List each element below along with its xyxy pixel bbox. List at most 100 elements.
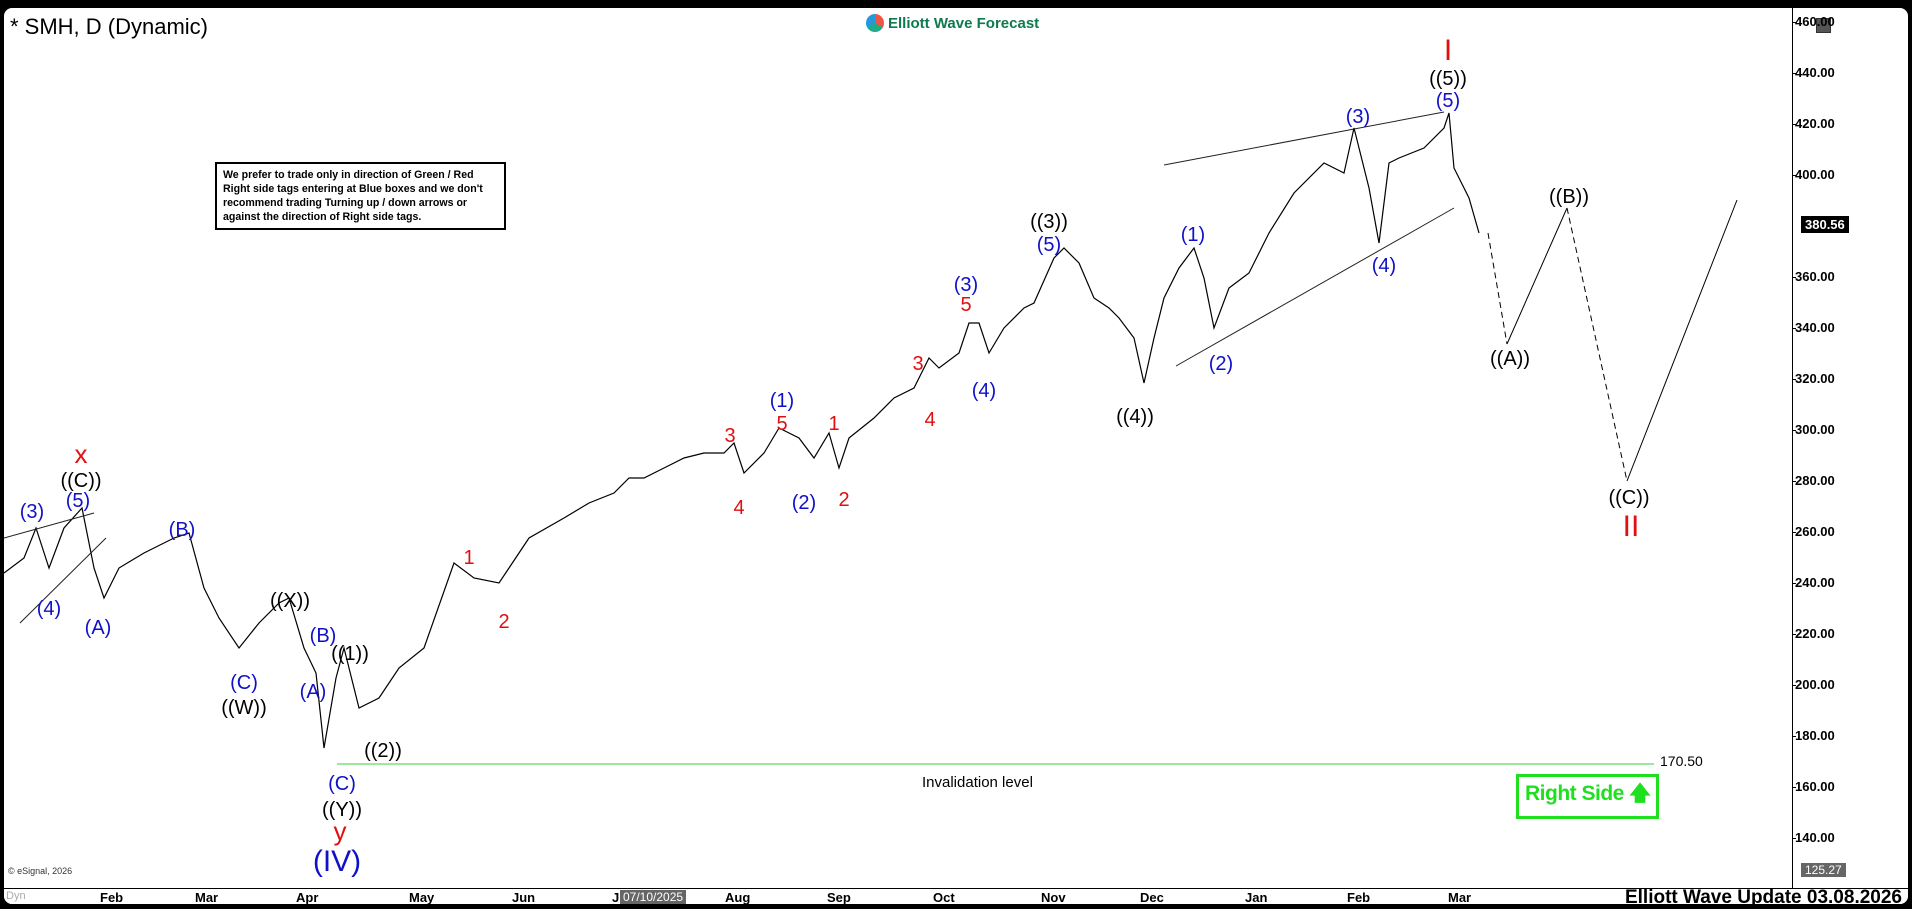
y-tick: 360.00 [1792, 269, 1835, 284]
y-tick: 140.00 [1792, 830, 1835, 845]
price-series [4, 112, 1480, 749]
svg-text:(5): (5) [1436, 90, 1460, 112]
x-tick: Sep [827, 890, 851, 904]
y-tick: 340.00 [1792, 320, 1835, 335]
svg-text:II: II [1623, 510, 1640, 543]
wedge-upper-line [1163, 111, 1445, 166]
svg-text:((2)): ((2)) [364, 740, 402, 762]
svg-text:2: 2 [498, 611, 509, 633]
svg-text:(2): (2) [792, 492, 816, 514]
brand-name: Elliott Wave Forecast [888, 14, 1040, 32]
x-axis[interactable]: Dyn Feb Mar Apr May Jun J 07/10/2025 Aug… [4, 887, 1908, 904]
svg-text:((B)): ((B)) [1549, 186, 1589, 208]
x-tick: Jan [1245, 890, 1268, 904]
svg-text:1: 1 [828, 413, 839, 435]
svg-text:y: y [334, 816, 347, 846]
y-tick: 180.00 [1792, 728, 1835, 743]
svg-text:x: x [75, 439, 88, 469]
svg-text:(5): (5) [1037, 234, 1061, 256]
svg-text:(3): (3) [954, 274, 978, 296]
chart-title: * SMH, D (Dynamic) [10, 14, 209, 39]
svg-text:((5)): ((5)) [1429, 68, 1467, 90]
y-tick: 280.00 [1792, 473, 1835, 488]
last-price-tag: 380.56 [1801, 216, 1849, 233]
svg-text:(4): (4) [1372, 255, 1396, 277]
x-tick: Mar [195, 890, 219, 904]
plot-area[interactable]: * SMH, D (Dynamic) Elliott Wave Forecast… [4, 8, 1793, 888]
projection-dashed-c [1566, 207, 1628, 482]
y-tick: 260.00 [1792, 524, 1835, 539]
svg-text:(A): (A) [85, 617, 112, 639]
x-tick: J [612, 890, 620, 904]
x-tick: Feb [1347, 890, 1371, 904]
svg-text:(IV): (IV) [313, 845, 361, 878]
update-label: Elliott Wave Update 03.08.2026 [1624, 887, 1902, 904]
svg-text:(B): (B) [169, 519, 196, 541]
cursor-date: 07/10/2025 [620, 890, 687, 904]
x-tick: Feb [100, 890, 124, 904]
copyright: © eSignal, 2026 [8, 866, 73, 876]
svg-text:((1)): ((1)) [331, 643, 369, 665]
chart-window: * SMH, D (Dynamic) Elliott Wave Forecast… [4, 8, 1908, 904]
svg-text:((A)): ((A)) [1490, 348, 1530, 370]
left-wedge-lower [19, 537, 107, 624]
x-tick: Mar [1448, 890, 1472, 904]
y-tick: 320.00 [1792, 371, 1835, 386]
svg-text:((X)): ((X)) [270, 590, 310, 612]
x-tick: Oct [933, 890, 955, 904]
left-wedge-upper [4, 512, 95, 539]
projection-dashed-a [1487, 232, 1508, 345]
restore-window-icon[interactable] [1816, 18, 1831, 33]
y-tick: 240.00 [1792, 575, 1835, 590]
y-tick: 460.00 [1792, 14, 1835, 29]
svg-text:I: I [1444, 34, 1452, 67]
svg-text:((C)): ((C)) [60, 470, 101, 492]
svg-text:((C)): ((C)) [1608, 487, 1649, 509]
right-side-label: Right Side [1525, 782, 1624, 805]
dyn-toggle[interactable]: Dyn [6, 890, 26, 902]
svg-text:(C): (C) [328, 773, 356, 795]
svg-text:(A): (A) [300, 681, 327, 703]
svg-text:4: 4 [924, 409, 935, 431]
x-tick: Aug [725, 890, 751, 904]
price-chart-svg: x ((C)) (5) (3) (4) (A) (B) (C) ((W)) ((… [4, 34, 1738, 878]
svg-text:(5): (5) [66, 490, 90, 512]
projection-up [1626, 199, 1738, 482]
svg-text:4: 4 [733, 497, 744, 519]
y-tick: 300.00 [1792, 422, 1835, 437]
y-tick: 420.00 [1792, 116, 1835, 131]
y-tick: 400.00 [1792, 167, 1835, 182]
right-side-tag: Right Side 🡅 [1516, 774, 1660, 819]
brand-logo: Elliott Wave Forecast [866, 14, 1039, 32]
y-tick: 220.00 [1792, 626, 1835, 641]
svg-text:((4)): ((4)) [1116, 406, 1154, 428]
x-tick: Jun [512, 890, 536, 904]
brand-logo-icon [866, 14, 884, 32]
svg-text:(1): (1) [1181, 224, 1205, 246]
svg-text:(4): (4) [37, 598, 61, 620]
invalidation-value: 170.50 [1660, 753, 1703, 769]
svg-text:(4): (4) [972, 380, 996, 402]
x-tick: Apr [296, 890, 319, 904]
svg-text:((Y)): ((Y)) [322, 799, 362, 821]
svg-text:(2): (2) [1209, 353, 1233, 375]
arrow-up-icon: 🡅 [1629, 782, 1651, 805]
y-axis[interactable]: 460.00 440.00 420.00 400.00 380.56 360.0… [1792, 8, 1908, 888]
svg-text:(1): (1) [770, 390, 794, 412]
svg-text:2: 2 [838, 489, 849, 511]
trading-note: We prefer to trade only in direction of … [215, 162, 506, 230]
svg-text:(3): (3) [1346, 106, 1370, 128]
x-tick: Nov [1041, 890, 1066, 904]
invalidation-label: Invalidation level [922, 774, 1033, 791]
svg-text:5: 5 [776, 413, 787, 435]
projection-b [1506, 207, 1568, 345]
svg-text:((3)): ((3)) [1030, 211, 1068, 233]
svg-text:((W)): ((W)) [221, 697, 267, 719]
x-tick: Dec [1140, 890, 1164, 904]
y-tick: 440.00 [1792, 65, 1835, 80]
y-tick: 200.00 [1792, 677, 1835, 692]
x-tick: May [409, 890, 435, 904]
svg-text:3: 3 [912, 353, 923, 375]
svg-text:(C): (C) [230, 672, 258, 694]
svg-text:5: 5 [960, 294, 971, 316]
